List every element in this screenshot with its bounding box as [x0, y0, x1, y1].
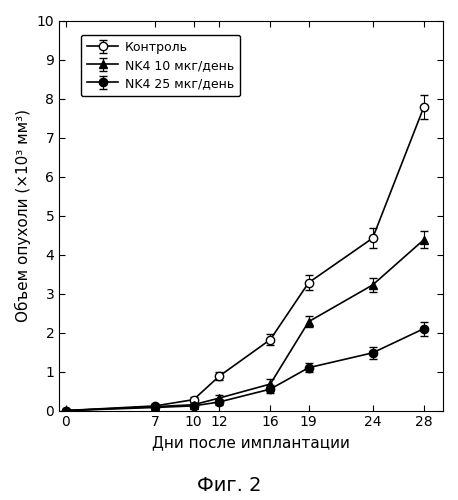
Y-axis label: Объем опухоли (×10³ мм³): Объем опухоли (×10³ мм³)	[15, 109, 31, 322]
Text: Фиг. 2: Фиг. 2	[197, 476, 261, 495]
X-axis label: Дни после имплантации: Дни после имплантации	[152, 435, 350, 450]
Legend: Контроль, NK4 10 мкг/день, NK4 25 мкг/день: Контроль, NK4 10 мкг/день, NK4 25 мкг/де…	[81, 34, 240, 96]
